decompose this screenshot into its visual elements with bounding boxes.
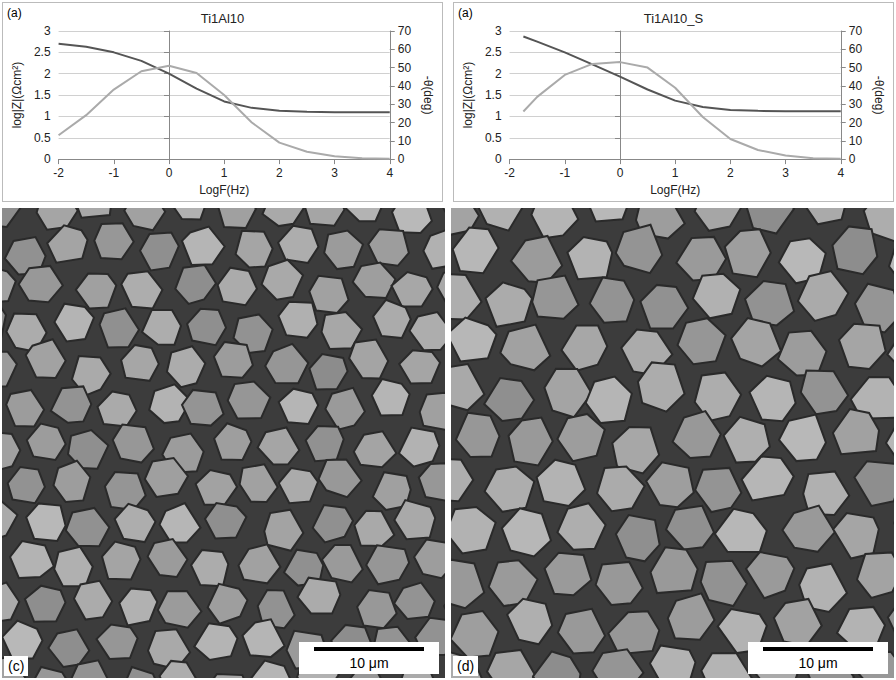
svg-text:70: 70: [398, 24, 412, 38]
svg-text:2: 2: [44, 67, 51, 81]
svg-text:30: 30: [398, 97, 412, 111]
svg-text:0.5: 0.5: [485, 131, 502, 145]
svg-text:(a): (a): [458, 6, 473, 20]
svg-text:2.5: 2.5: [34, 45, 51, 59]
svg-text:0: 0: [617, 166, 624, 180]
html-text:10 μm: 10 μm: [349, 655, 389, 671]
svg-text:1: 1: [495, 109, 502, 123]
svg-text:(a): (a): [7, 6, 22, 20]
svg-text:4: 4: [837, 166, 844, 180]
svg-text:-1: -1: [108, 166, 119, 180]
svg-text:50: 50: [849, 61, 863, 75]
svg-text:LogF(Hz): LogF(Hz): [650, 183, 700, 197]
svg-text:-θ(deg): -θ(deg): [421, 76, 435, 115]
svg-text:1: 1: [221, 166, 228, 180]
svg-text:10: 10: [398, 134, 412, 148]
svg-text:-2: -2: [53, 166, 64, 180]
svg-text:2: 2: [276, 166, 283, 180]
html-text:10 μm: 10 μm: [798, 655, 838, 671]
svg-text:-1: -1: [559, 166, 570, 180]
svg-text:1: 1: [44, 109, 51, 123]
svg-text:0.5: 0.5: [34, 131, 51, 145]
svg-text:0: 0: [398, 152, 405, 166]
svg-text:10: 10: [849, 134, 863, 148]
svg-text:0: 0: [849, 152, 856, 166]
html-text:(d): (d): [457, 658, 475, 674]
svg-text:4: 4: [386, 166, 393, 180]
svg-text:0: 0: [495, 152, 502, 166]
svg-text:2.5: 2.5: [485, 45, 502, 59]
svg-text:0: 0: [166, 166, 173, 180]
svg-text:40: 40: [849, 79, 863, 93]
svg-text:3: 3: [44, 24, 51, 38]
svg-text:20: 20: [398, 116, 412, 130]
svg-text:1.5: 1.5: [34, 88, 51, 102]
svg-text:-2: -2: [504, 166, 515, 180]
svg-text:log|Z|(Ωcm²): log|Z|(Ωcm²): [10, 62, 24, 129]
svg-text:2: 2: [727, 166, 734, 180]
svg-text:Ti1Al10: Ti1Al10: [201, 11, 245, 26]
svg-text:3: 3: [495, 24, 502, 38]
svg-text:70: 70: [849, 24, 863, 38]
svg-text:LogF(Hz): LogF(Hz): [199, 183, 249, 197]
svg-text:1.5: 1.5: [485, 88, 502, 102]
svg-text:3: 3: [331, 166, 338, 180]
svg-text:30: 30: [849, 97, 863, 111]
svg-text:3: 3: [782, 166, 789, 180]
svg-text:40: 40: [398, 79, 412, 93]
svg-text:20: 20: [849, 116, 863, 130]
svg-text:60: 60: [398, 42, 412, 56]
svg-text:2: 2: [495, 67, 502, 81]
svg-text:log|Z|(Ωcm²): log|Z|(Ωcm²): [461, 62, 475, 129]
svg-text:0: 0: [44, 152, 51, 166]
svg-text:60: 60: [849, 42, 863, 56]
svg-text:Ti1Al10_S: Ti1Al10_S: [644, 11, 704, 26]
svg-text:1: 1: [672, 166, 679, 180]
svg-text:50: 50: [398, 61, 412, 75]
html-text:(c): (c): [8, 658, 25, 674]
svg-text:-θ(deg): -θ(deg): [872, 76, 886, 115]
